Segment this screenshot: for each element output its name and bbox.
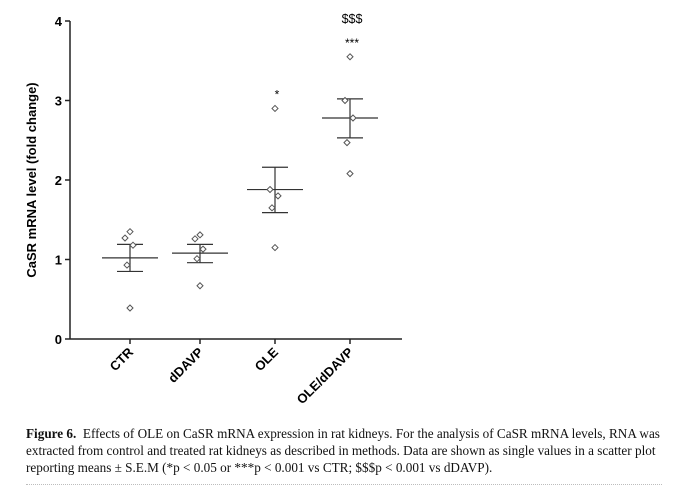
data-point (349, 114, 357, 122)
data-point (346, 169, 354, 178)
data-point (123, 261, 131, 269)
y-tick-label: 4 (55, 14, 63, 29)
divider (26, 484, 662, 485)
data-point (199, 245, 207, 253)
data-point (341, 96, 349, 105)
data-point (271, 104, 279, 113)
data-point (268, 204, 276, 212)
scatter-plot: CaSR mRNA level (fold change) 0 1 2 3 4 CTR dD… (24, 12, 402, 407)
data-point (271, 243, 279, 252)
caption-label: Figure 6. (26, 426, 77, 441)
caption-text: Effects of OLE on CaSR mRNA expression i… (26, 426, 660, 475)
x-tick-label: CTR (107, 344, 137, 374)
data-point (346, 53, 354, 61)
y-tick-label: 0 (55, 332, 62, 347)
data-point (343, 138, 351, 147)
significance-label: * (275, 87, 280, 101)
y-axis-label: CaSR mRNA level (fold change) (24, 82, 39, 277)
data-point (129, 241, 137, 249)
y-tick-label: 1 (55, 253, 62, 268)
data-marks: ****$$$ (102, 12, 378, 312)
x-tick-label: OLE (252, 344, 282, 374)
data-point (126, 304, 134, 312)
x-tick-label: dDAVP (165, 344, 206, 385)
data-point (196, 282, 204, 290)
axes: 0 1 2 3 4 CTR dDAVP OLE OLE/dDAVP (55, 14, 402, 407)
data-point (126, 227, 134, 236)
figure-caption: Figure 6. Effects of OLE on CaSR mRNA ex… (26, 425, 662, 476)
significance-label: $$$ (342, 12, 363, 26)
significance-label: *** (345, 36, 359, 50)
data-point (193, 254, 201, 263)
y-tick-label: 3 (55, 94, 62, 109)
data-point (196, 231, 204, 239)
data-point (121, 234, 129, 242)
data-point (266, 185, 274, 194)
y-tick-label: 2 (55, 173, 62, 188)
data-point (274, 192, 282, 200)
x-tick-label: OLE/dDAVP (294, 344, 357, 407)
data-point (191, 235, 199, 243)
